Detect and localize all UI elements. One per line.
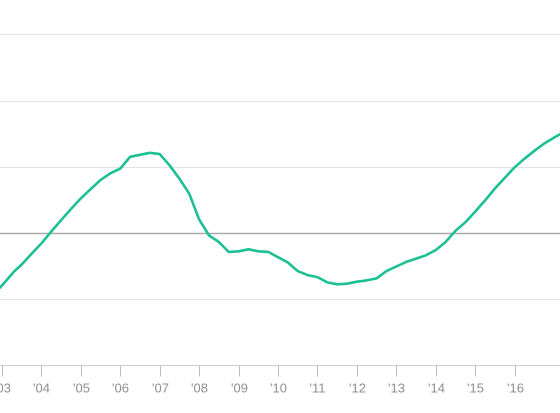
x-tick-label: '12 — [349, 381, 366, 396]
x-tick-label: '11 — [310, 381, 326, 396]
x-tick-label: '06 — [112, 381, 129, 396]
x-tick-label: '04 — [33, 381, 50, 396]
y-gridlines — [0, 34, 560, 366]
x-tick-label: '16 — [507, 381, 524, 396]
series-line-0 — [0, 133, 560, 289]
x-axis: '03 '04 '05 '06 '07 '08 '09 '10 '11 '12 '13 '14 '15 '… — [0, 365, 524, 396]
x-tick-label: '07 — [152, 381, 169, 396]
x-tick-label: '10 — [270, 381, 287, 396]
x-tick-label: '03 — [0, 381, 11, 396]
x-tick-label: '08 — [191, 381, 208, 396]
x-tick-label: '09 — [231, 381, 248, 396]
x-tick-label: '05 — [73, 381, 90, 396]
x-tick-label: '13 — [388, 381, 405, 396]
x-tick-label: '14 — [428, 381, 445, 396]
x-tick-label: '15 — [467, 381, 484, 396]
series-layer — [0, 133, 560, 289]
